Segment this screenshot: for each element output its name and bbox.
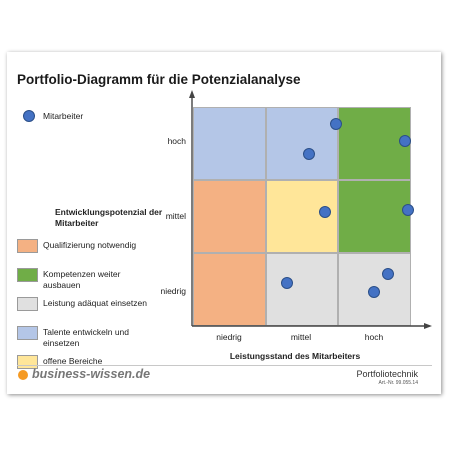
employee-legend-marker bbox=[23, 110, 35, 122]
y-tick-niedrig: niedrig bbox=[160, 286, 186, 296]
brand-name: business-wissen.de bbox=[32, 367, 151, 381]
grid-cell-0-2 bbox=[338, 107, 412, 180]
employee-point bbox=[368, 286, 381, 299]
legend-label-yellow: offene Bereiche bbox=[43, 356, 103, 366]
grid-cell-1-2 bbox=[338, 180, 412, 253]
x-tick-hoch: hoch bbox=[364, 332, 384, 342]
footer-title: Portfoliotechnik bbox=[356, 369, 418, 379]
employee-point bbox=[402, 203, 415, 216]
grid-cell-2-1 bbox=[265, 253, 339, 326]
employee-point bbox=[280, 276, 293, 289]
legend-label-green: Kompetenzen weiter ausbauen bbox=[43, 269, 121, 290]
employee-point bbox=[381, 268, 394, 281]
article-number: Art.-Nr. 99.055.14 bbox=[378, 380, 418, 386]
legend-label-blue: Talente entwickeln und einsetzen bbox=[43, 327, 130, 348]
footer-divider bbox=[17, 365, 432, 366]
employee-point bbox=[399, 135, 412, 148]
grid-cell-0-1 bbox=[265, 107, 339, 180]
y-axis-title: Entwicklungspotenzial der Mitarbeiter bbox=[55, 207, 163, 228]
legend-swatch-gray bbox=[17, 297, 38, 311]
employee-legend-label: Mitarbeiter bbox=[43, 111, 84, 121]
grid-cell-1-0 bbox=[193, 180, 266, 253]
legend-swatch-red bbox=[17, 239, 38, 253]
x-axis-title: Leistungsstand des Mitarbeiters bbox=[229, 351, 361, 361]
axes bbox=[189, 90, 432, 329]
x-tick-niedrig: niedrig bbox=[216, 332, 242, 342]
legend-label-gray: Leistung adäquat einsetzen bbox=[43, 298, 147, 308]
legend-label-red: Qualifizierung notwendig bbox=[43, 240, 137, 250]
y-tick-hoch: hoch bbox=[167, 136, 186, 146]
page-title: Portfolio-Diagramm für die Potenzialanal… bbox=[17, 72, 301, 87]
employee-point bbox=[330, 117, 343, 130]
legend-swatch-green bbox=[17, 268, 38, 282]
y-tick-mittel: mittel bbox=[165, 211, 186, 221]
brand-logo-dot bbox=[18, 370, 28, 380]
grid-cell-0-0 bbox=[193, 107, 266, 180]
grid-cell-2-0 bbox=[193, 253, 266, 326]
x-axis-arrow bbox=[424, 323, 432, 329]
employee-point bbox=[319, 206, 332, 219]
employee-point bbox=[302, 148, 315, 161]
legend-swatch-blue bbox=[17, 326, 38, 340]
x-tick-mittel: mittel bbox=[290, 332, 312, 342]
y-axis-arrow bbox=[189, 90, 195, 98]
